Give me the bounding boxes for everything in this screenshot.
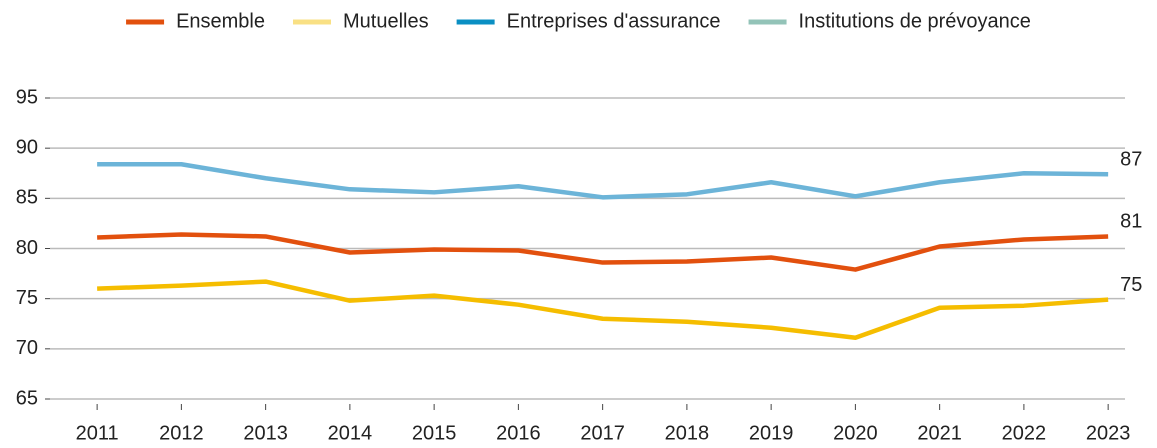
x-tick-label: 2018: [665, 422, 710, 444]
x-tick-label: 2013: [243, 422, 288, 444]
series-line: [97, 279, 1109, 341]
x-tick-label: 2023: [1086, 422, 1131, 444]
x-tick-label: 2012: [159, 422, 204, 444]
y-tick-label: 90: [16, 136, 38, 158]
legend-label: Ensemble: [176, 10, 265, 32]
x-tick-label: 2019: [749, 422, 794, 444]
x-tick-label: 2016: [496, 422, 541, 444]
end-label: 81: [1120, 211, 1142, 233]
end-label: 75: [1120, 274, 1142, 296]
x-tick-label: 2020: [833, 422, 878, 444]
y-tick-label: 65: [16, 387, 38, 409]
series-line: [97, 232, 1109, 272]
series-line: [97, 161, 1109, 200]
x-tick-label: 2017: [580, 422, 625, 444]
y-tick-label: 70: [16, 337, 38, 359]
x-tick-label: 2011: [76, 422, 119, 444]
y-tick-label: 85: [16, 187, 38, 209]
end-label: 87: [1120, 149, 1142, 171]
x-tick-label: 2022: [1002, 422, 1047, 444]
y-tick-label: 95: [16, 86, 38, 108]
x-tick-label: 2014: [328, 422, 373, 444]
y-tick-label: 75: [16, 287, 38, 309]
x-tick-label: 2015: [412, 422, 457, 444]
legend-label: Entreprises d'assurance: [507, 10, 721, 32]
legend-label: Institutions de prévoyance: [799, 10, 1031, 32]
x-tick-label: 2021: [917, 422, 962, 444]
y-tick-label: 80: [16, 237, 38, 259]
legend-label: Mutuelles: [343, 10, 429, 32]
